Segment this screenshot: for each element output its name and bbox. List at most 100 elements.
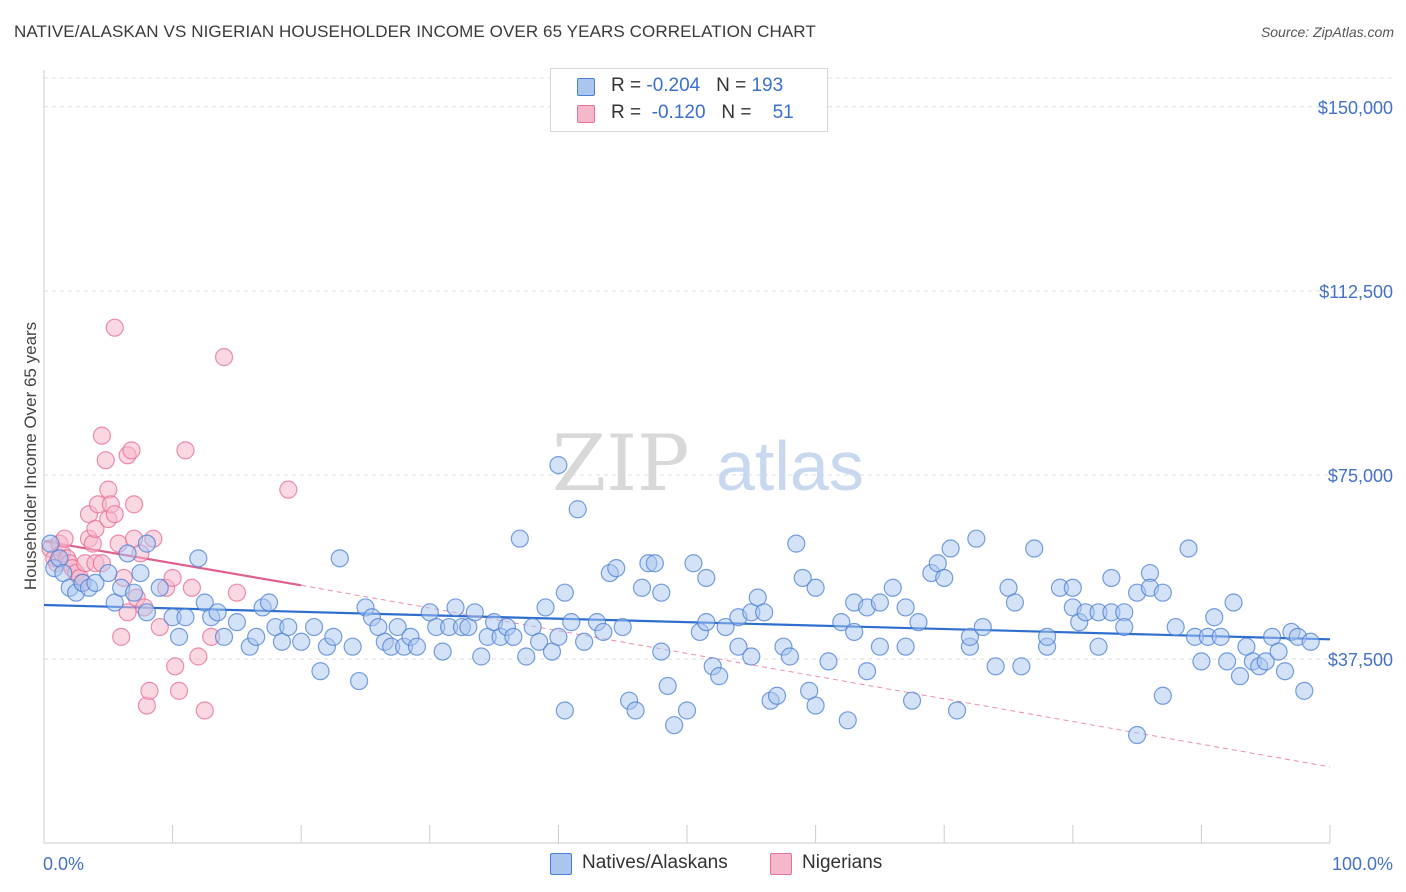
point-native (1275, 662, 1295, 681)
points-blue (41, 455, 1320, 745)
point-nigerian (99, 480, 118, 499)
point-native (1005, 593, 1025, 612)
point-native (189, 549, 208, 568)
point-native (575, 632, 594, 651)
point-native (896, 598, 915, 617)
point-native (870, 593, 890, 612)
point-native (472, 647, 491, 666)
point-nigerian (227, 583, 246, 602)
point-nigerian (150, 617, 169, 637)
point-native (433, 642, 452, 661)
gridlines (44, 77, 1395, 660)
point-native (99, 563, 118, 583)
point-native (1127, 725, 1147, 745)
y-tick-label: $37,500 (1328, 650, 1393, 670)
point-native (755, 603, 774, 622)
point-native (896, 637, 915, 656)
point-native (819, 652, 838, 671)
legend-text-natives: R = -0.204 N = 193 (611, 75, 784, 96)
point-native (388, 617, 407, 637)
point-native (1301, 632, 1320, 651)
point-native (176, 608, 195, 627)
point-native (407, 637, 427, 656)
point-native (247, 627, 266, 646)
point-native (131, 563, 150, 583)
point-native (1269, 642, 1288, 661)
point-nigerian (137, 696, 156, 715)
point-native (697, 568, 716, 588)
point-native (632, 578, 652, 597)
point-native (729, 637, 748, 656)
point-native (1063, 578, 1082, 597)
y-tick-label: $150,000 (1318, 98, 1393, 118)
watermark: ZIP atlas (552, 419, 864, 509)
point-native (465, 603, 484, 622)
point-native (227, 613, 246, 632)
point-native (504, 627, 523, 646)
point-native (1218, 652, 1237, 671)
point-native (767, 686, 787, 705)
point-native (883, 578, 902, 597)
point-nigerian (140, 681, 159, 700)
point-native (150, 578, 169, 597)
point-nigerian (83, 534, 102, 553)
point-native (555, 701, 574, 720)
point-native (1153, 686, 1172, 705)
x-tick-label-max: 100.0% (1332, 854, 1393, 874)
axes (43, 70, 1331, 844)
point-native (677, 701, 697, 720)
point-nigerian (166, 657, 185, 676)
point-native (652, 642, 671, 661)
point-native (793, 568, 812, 588)
point-nigerian (279, 480, 298, 499)
point-native (124, 583, 144, 602)
point-native (684, 554, 703, 573)
point-native (806, 696, 825, 715)
point-nigerian (195, 701, 214, 720)
point-native (279, 617, 298, 637)
point-nigerian (214, 348, 234, 367)
point-native (259, 593, 279, 612)
point-nigerian (163, 568, 182, 588)
point-native (517, 647, 536, 666)
point-native (909, 613, 928, 632)
point-native (1025, 539, 1044, 558)
point-native (845, 622, 864, 642)
point-native (536, 598, 555, 617)
point-native (555, 583, 574, 602)
point-nigerian (124, 495, 144, 514)
point-native (549, 455, 568, 475)
point-native (947, 701, 967, 720)
point-native (1012, 657, 1031, 676)
point-native (562, 613, 581, 632)
point-nigerian (122, 441, 141, 460)
y-axis-title: Householder Income Over 65 years (21, 322, 40, 590)
point-native (973, 617, 992, 637)
point-nigerian (182, 578, 201, 597)
bottom-legend-swatch-blue (550, 853, 572, 875)
point-native (697, 613, 716, 632)
points-pink (41, 318, 298, 720)
bottom-legend-label-natives: Natives/Alaskans (582, 852, 728, 873)
bottom-legend-label-nigerians: Nigerians (802, 852, 883, 873)
point-native (780, 647, 799, 666)
point-native (214, 627, 234, 646)
point-native (613, 617, 632, 637)
point-native (626, 701, 645, 720)
point-native (1230, 667, 1250, 686)
point-nigerian (189, 647, 208, 666)
point-native (658, 676, 677, 696)
point-native (716, 617, 735, 637)
point-native (652, 583, 671, 602)
point-native (330, 549, 349, 568)
point-native (967, 529, 986, 548)
point-native (446, 598, 465, 617)
point-native (935, 568, 954, 588)
point-native (838, 711, 857, 730)
point-native (549, 627, 568, 646)
point-native (349, 671, 369, 691)
legend-swatch-blue (577, 78, 595, 96)
point-native (742, 647, 761, 666)
point-native (1089, 637, 1108, 656)
